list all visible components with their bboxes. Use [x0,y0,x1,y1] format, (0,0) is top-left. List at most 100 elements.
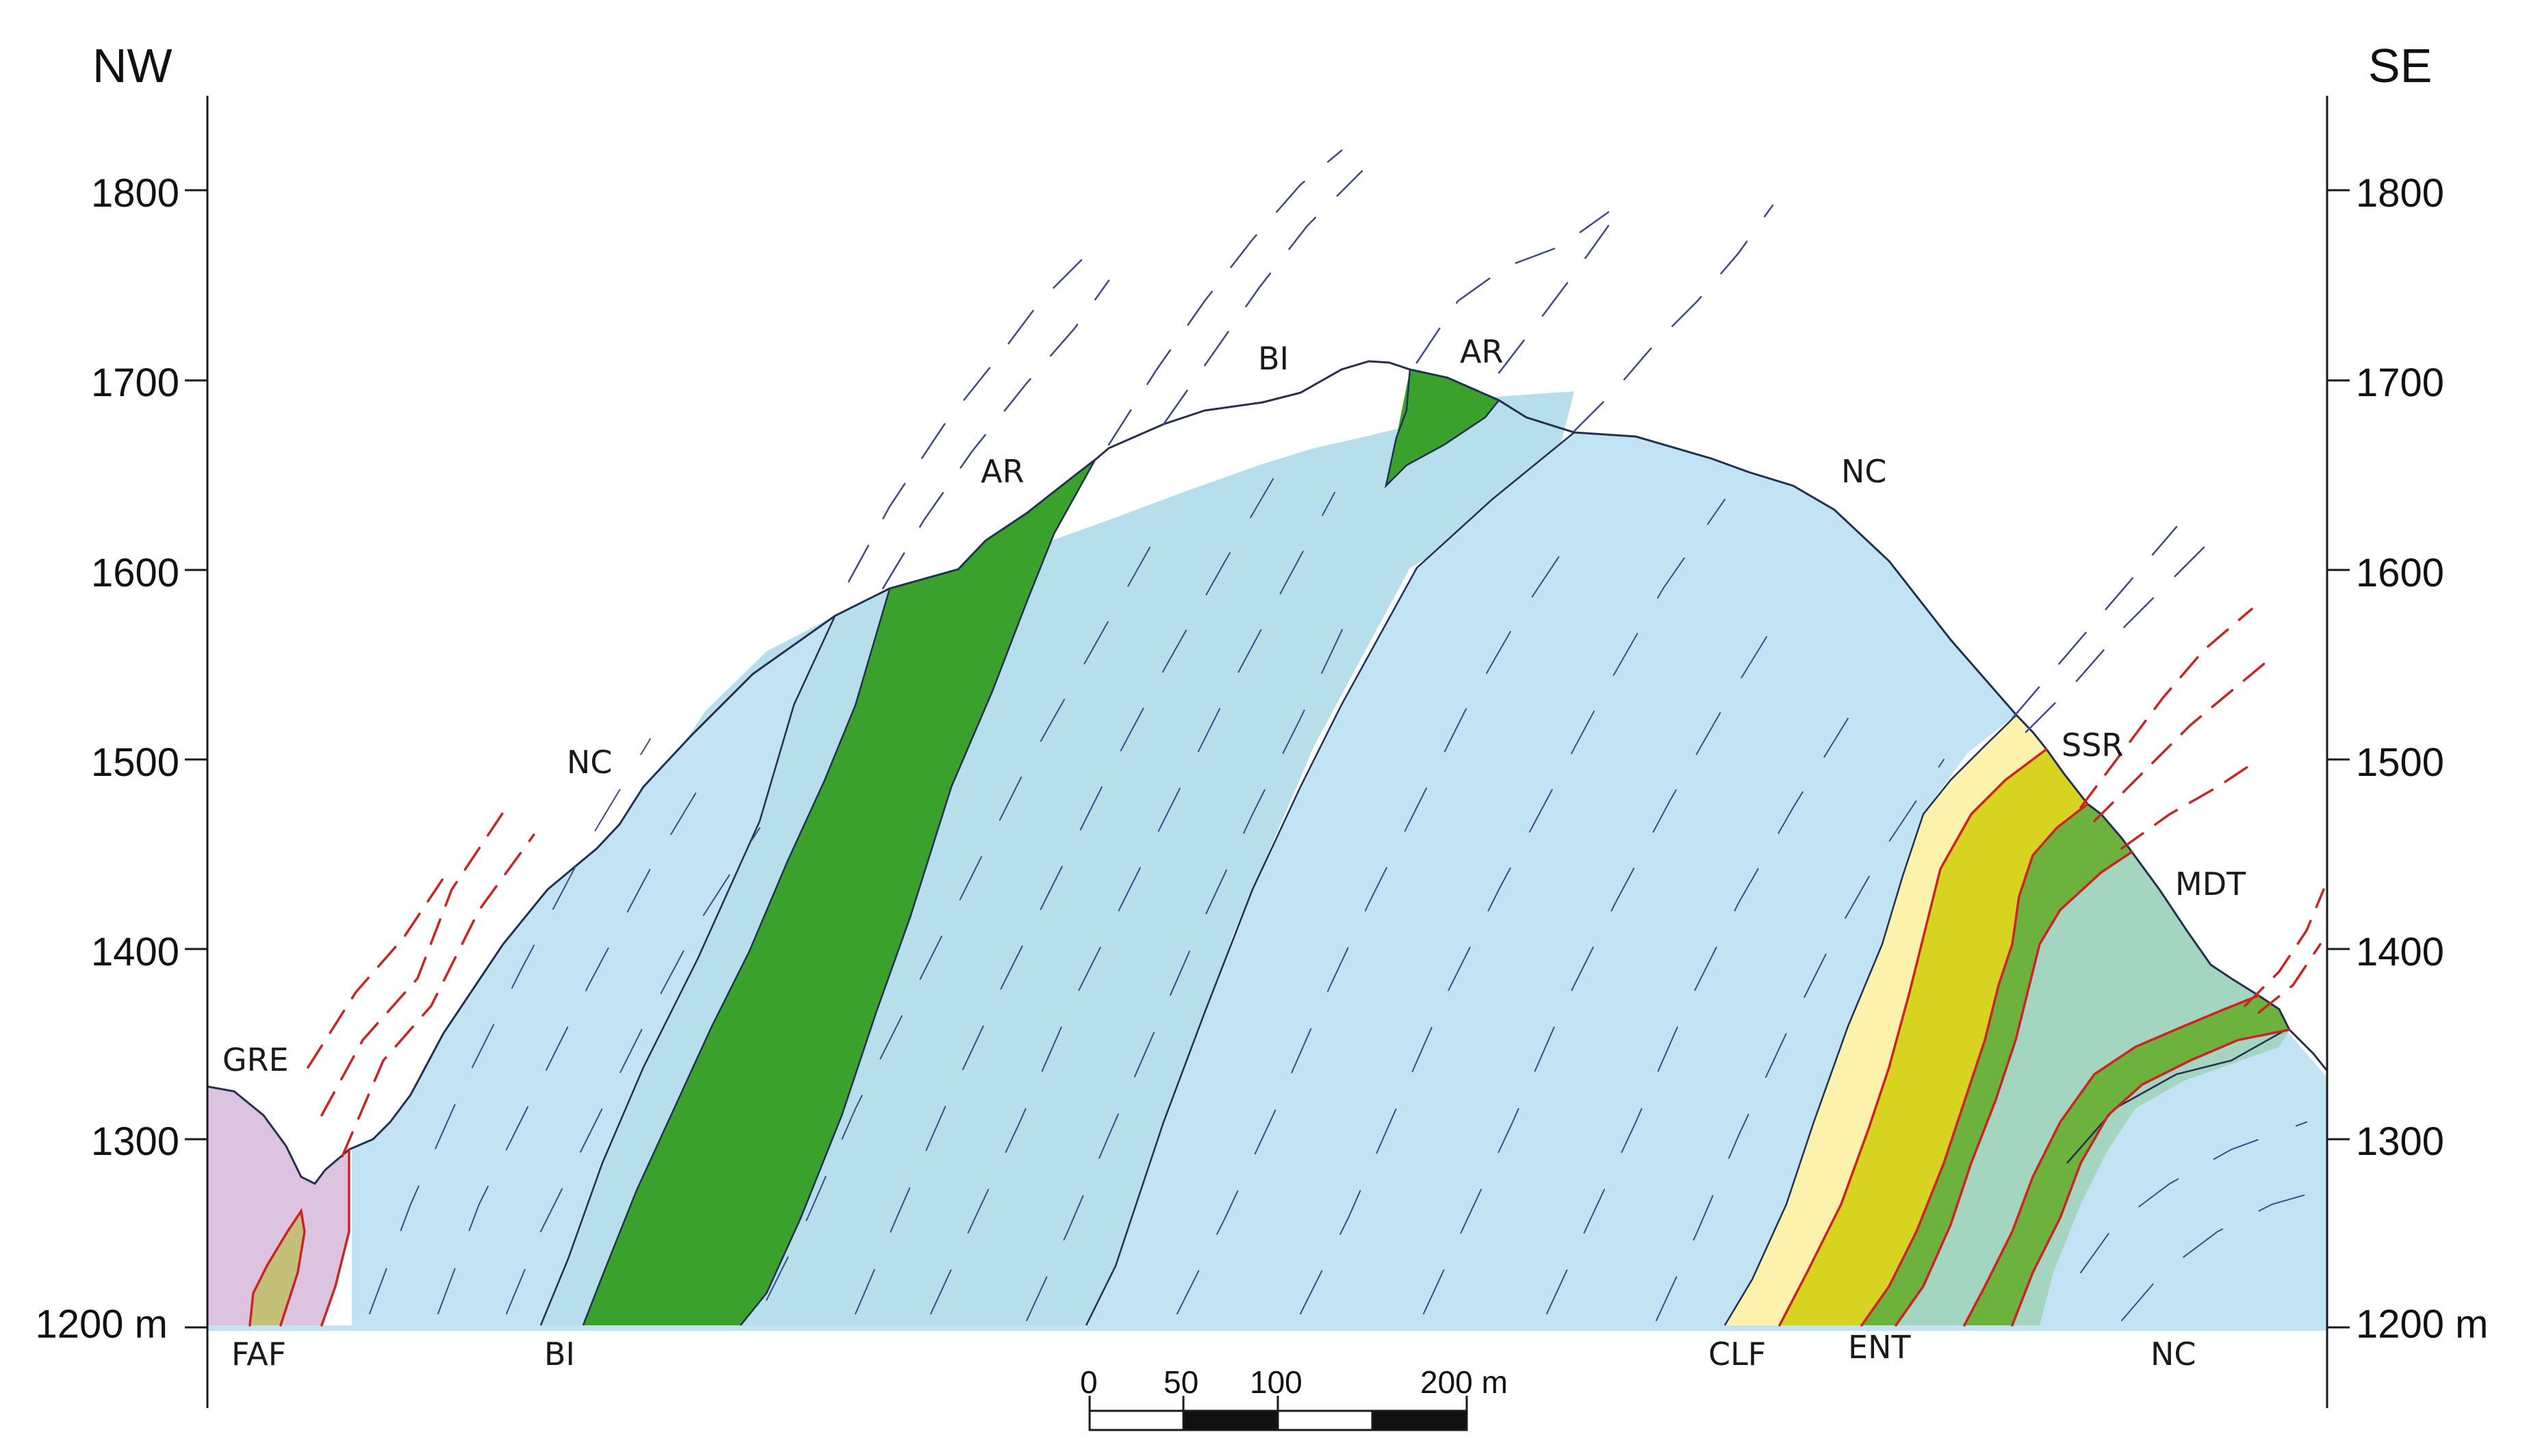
thrust-faf [248,1208,306,1327]
contact-clf-west [1723,714,2017,1326]
left-tick-1800: 1800 [91,171,179,216]
thrust-gre [320,1148,350,1327]
unit-nc-left [352,616,835,1325]
scale-label-0: 0 [1080,1364,1098,1400]
unit-nc-se [1992,1030,2327,1325]
projected-thrust-3 [341,833,535,1158]
foliation-8 [1177,533,1575,1314]
air-foliation-4 [1162,170,1363,426]
scale-segment-150-200 [1371,1409,1468,1431]
unit-ent-a [1862,804,2132,1325]
label-gre: GRE [222,1041,289,1078]
foliation-12 [1656,759,1944,1321]
thrust-contacts [248,608,2325,1327]
elevation-axes [206,96,2328,1408]
foliation-7 [1026,601,1356,1321]
unit-ent-b [1964,996,2289,1325]
foliation-1 [369,738,651,1314]
projected-thrust-8 [2257,943,2322,1014]
left-tick-1700: 1700 [91,361,179,405]
right-tick-1500: 1500 [2356,740,2444,785]
right-tick-1200: 1200 m [2356,1302,2488,1347]
air-foliation-1 [847,259,1083,583]
left-tick-1400: 1400 [91,930,179,974]
geologic-units [207,369,2327,1331]
label-faf: FAF [231,1336,286,1373]
unit-mdt [1896,852,2259,1325]
unit-bi [352,391,1574,1325]
contact-nc-se [2066,1028,2287,1164]
label-bi-top: BI [1258,340,1289,377]
projected-thrust-5 [2093,655,2274,822]
contact-bi-nc-east [1085,432,1575,1326]
projected-thrust-2 [307,874,446,1069]
thrust-ent-mdt [1895,850,2133,1327]
air-foliation-6 [1498,224,1610,374]
foliation-traces [369,478,2321,1321]
contact-ar-left-east [740,459,1096,1326]
contact-ar-top [1384,369,1500,489]
label-nc-top: NC [1841,453,1887,490]
thrust-mdt-ent [1963,994,2260,1327]
contact-ar-left-west [582,588,891,1326]
air-foliation-7 [1573,204,1774,432]
label-ar-left: AR [981,453,1024,490]
unit-contacts [539,369,2287,1326]
projected-foliation [847,149,2212,733]
right-tick-1400: 1400 [2356,930,2444,974]
right-tick-1300: 1300 [2356,1119,2444,1164]
unit-labels: GRE FAF BI NC AR BI AR NC SSR MDT CLF EN… [222,333,2246,1373]
elevation-tick-labels: 1800 1700 1600 1500 1400 1300 1200 m 180… [36,171,2489,1347]
unit-clf [1725,715,2046,1325]
unit-ar-top [1386,369,1499,486]
label-nc-base: NC [2151,1336,2196,1373]
unit-nc-right [1086,432,2016,1325]
air-foliation-8 [2011,525,2178,720]
right-tick-1600: 1600 [2356,551,2444,595]
projected-thrust-6 [2120,758,2260,850]
foliation-10 [1423,615,1780,1314]
label-nc-left: NC [567,744,613,781]
unit-ar-left [583,460,1095,1325]
foliation-3 [506,827,760,1314]
unit-ssr [1780,749,2088,1325]
left-tick-1300: 1300 [91,1119,179,1164]
air-foliation-9 [2025,539,2212,733]
contact-nc-bi-west [539,615,836,1326]
right-tick-1700: 1700 [2356,361,2444,405]
projected-thrust-7 [2244,888,2325,1007]
unit-gre [207,1087,349,1325]
scale-segment-0-50 [1088,1409,1185,1431]
thrust-ssr-clf [1778,748,2048,1327]
label-ar-top: AR [1460,333,1503,370]
air-foliation-5 [1415,211,1610,364]
elevation-ticks [185,189,2350,1329]
scale-bar: 0 50 100 200 m [1080,1364,1508,1431]
projected-thrusts [307,608,2325,1158]
foliation-4 [766,547,1151,1301]
label-clf: CLF [1708,1336,1766,1373]
foliation-5 [855,478,1274,1314]
scale-label-200: 200 m [1420,1364,1508,1400]
foliation-9 [1300,499,1725,1314]
orientation-se: SE [2368,39,2432,92]
foliation-14 [2121,1190,2321,1321]
scale-label-50: 50 [1164,1364,1198,1400]
scale-label-100: 100 [1250,1364,1302,1400]
left-tick-1200: 1200 m [36,1302,168,1347]
scale-segment-100-150 [1276,1409,1374,1431]
scale-segment-50-100 [1182,1409,1279,1431]
unit-faf [250,1211,305,1325]
projected-thrust-1 [320,806,508,1117]
foliation-2 [437,766,713,1314]
air-foliation-3 [1107,149,1343,446]
label-ent: ENT [1848,1329,1911,1366]
thrust-ssr-ent [1860,803,2089,1327]
label-ssr: SSR [2062,727,2123,764]
label-bi-base: BI [544,1336,575,1373]
topographic-profile [207,360,2328,1185]
left-tick-1600: 1600 [91,551,179,595]
orientation-nw: NW [92,39,172,92]
label-mdt: MDT [2175,866,2246,902]
